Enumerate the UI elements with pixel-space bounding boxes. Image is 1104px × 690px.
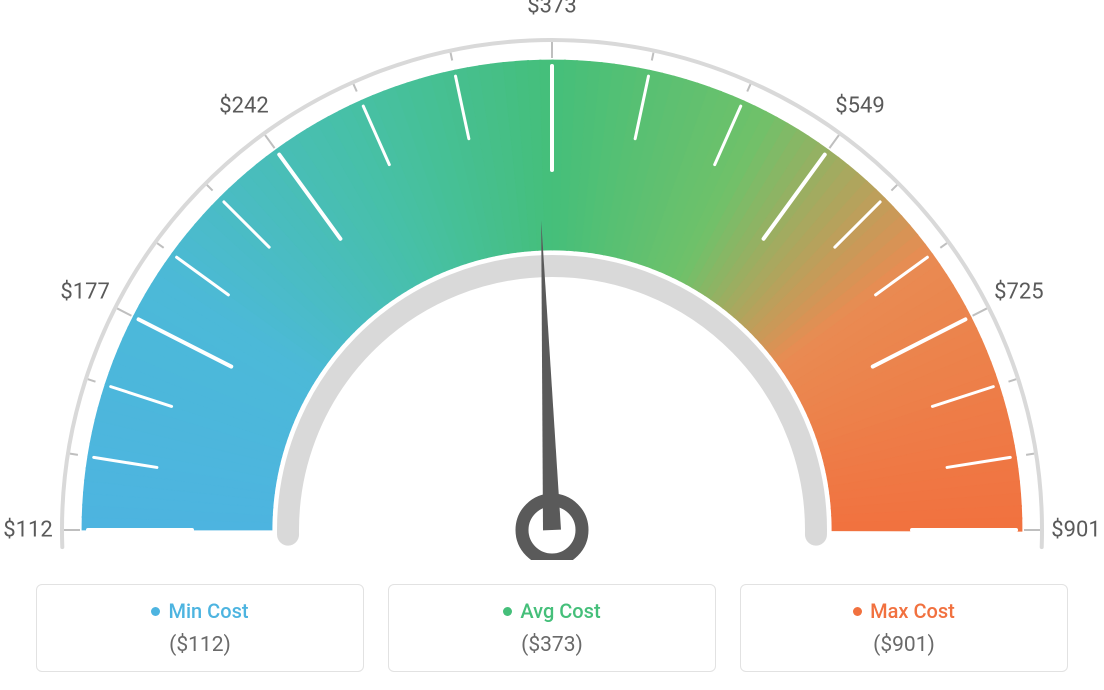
dot-icon — [853, 607, 862, 616]
gauge-svg — [0, 0, 1104, 560]
gauge-tick-label: $901 — [1051, 518, 1100, 543]
dot-icon — [503, 607, 512, 616]
legend-title-text: Min Cost — [168, 599, 248, 623]
legend-title-min: Min Cost — [151, 599, 248, 623]
dot-icon — [151, 607, 160, 616]
legend-title-avg: Avg Cost — [503, 599, 600, 623]
legend-title-max: Max Cost — [853, 599, 955, 623]
legend-card-min: Min Cost ($112) — [36, 584, 364, 672]
legend-card-avg: Avg Cost ($373) — [388, 584, 716, 672]
gauge-tick-label: $112 — [3, 518, 52, 543]
legend-value-min: ($112) — [37, 633, 363, 657]
legend-title-text: Max Cost — [870, 599, 955, 623]
legend-card-max: Max Cost ($901) — [740, 584, 1068, 672]
cost-gauge: $112 $177 $242 $373 $549 $725 $901 — [0, 0, 1104, 560]
legend-value-avg: ($373) — [389, 633, 715, 657]
legend-row: Min Cost ($112) Avg Cost ($373) Max Cost… — [0, 584, 1104, 672]
legend-value-max: ($901) — [741, 633, 1067, 657]
gauge-tick-label: $373 — [527, 0, 576, 19]
gauge-tick-label: $242 — [219, 94, 268, 119]
legend-title-text: Avg Cost — [520, 599, 600, 623]
gauge-tick-label: $177 — [60, 280, 109, 305]
gauge-tick-label: $725 — [994, 280, 1043, 305]
gauge-tick-label: $549 — [835, 94, 884, 119]
